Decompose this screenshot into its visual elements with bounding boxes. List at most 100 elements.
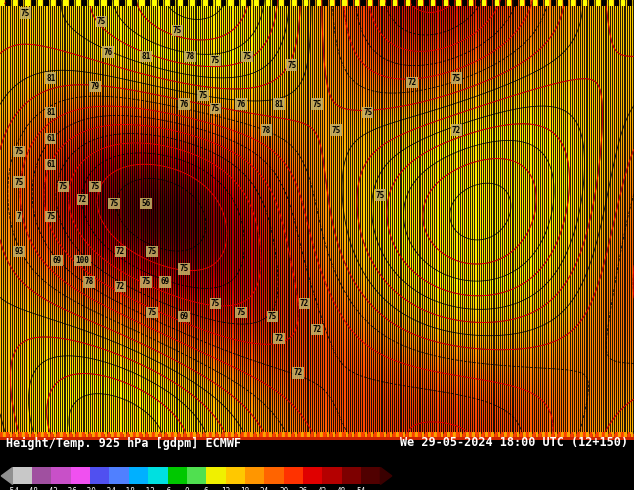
Text: -6: -6 bbox=[163, 487, 172, 490]
Bar bbox=[108, 0, 111, 6]
Bar bbox=[200, 432, 202, 437]
Bar bbox=[361, 0, 365, 6]
Bar bbox=[361, 432, 363, 437]
Bar bbox=[409, 432, 411, 437]
Bar bbox=[456, 0, 460, 6]
Bar bbox=[463, 0, 466, 6]
Bar bbox=[615, 432, 616, 437]
Bar bbox=[101, 432, 103, 437]
Bar bbox=[226, 467, 245, 484]
Bar bbox=[129, 467, 148, 484]
Bar bbox=[0, 434, 634, 441]
Bar bbox=[431, 0, 434, 6]
Text: 75: 75 bbox=[243, 52, 252, 61]
Bar bbox=[133, 0, 136, 6]
Bar bbox=[101, 0, 105, 6]
Bar bbox=[469, 0, 472, 6]
Bar bbox=[609, 432, 610, 437]
Bar bbox=[358, 432, 359, 437]
Bar bbox=[292, 0, 295, 6]
Bar bbox=[143, 432, 145, 437]
Bar bbox=[35, 432, 36, 437]
Bar bbox=[612, 432, 613, 437]
Bar bbox=[108, 432, 109, 437]
Bar bbox=[146, 0, 149, 6]
Bar bbox=[19, 432, 20, 437]
Bar bbox=[444, 432, 445, 437]
Text: 75: 75 bbox=[211, 56, 220, 65]
Bar bbox=[361, 467, 380, 484]
Bar bbox=[155, 432, 157, 437]
Bar bbox=[526, 432, 528, 437]
Bar bbox=[590, 432, 591, 437]
Text: 72: 72 bbox=[275, 334, 283, 343]
Bar bbox=[577, 0, 580, 6]
Bar bbox=[0, 0, 3, 6]
Bar bbox=[339, 432, 341, 437]
Bar bbox=[95, 432, 96, 437]
Bar bbox=[193, 432, 195, 437]
Bar bbox=[368, 432, 369, 437]
Bar bbox=[599, 432, 601, 437]
Bar bbox=[279, 0, 282, 6]
Bar bbox=[285, 0, 288, 6]
Text: 24: 24 bbox=[260, 487, 269, 490]
Bar bbox=[120, 432, 122, 437]
Bar bbox=[139, 432, 141, 437]
Bar bbox=[57, 432, 58, 437]
Bar bbox=[311, 0, 314, 6]
Bar bbox=[222, 432, 224, 437]
Text: 75: 75 bbox=[211, 104, 220, 113]
Text: 75: 75 bbox=[452, 74, 461, 82]
Bar bbox=[73, 432, 74, 437]
Bar bbox=[187, 467, 206, 484]
Bar bbox=[374, 432, 375, 437]
Bar bbox=[212, 432, 214, 437]
Bar bbox=[628, 432, 629, 437]
Bar bbox=[314, 432, 315, 437]
Bar bbox=[466, 432, 467, 437]
Bar bbox=[368, 0, 371, 6]
Bar bbox=[399, 432, 401, 437]
Bar bbox=[561, 432, 563, 437]
Bar bbox=[282, 432, 283, 437]
Bar bbox=[98, 432, 100, 437]
Bar bbox=[54, 432, 56, 437]
Bar bbox=[456, 432, 458, 437]
Bar bbox=[44, 432, 46, 437]
Text: 61: 61 bbox=[46, 160, 55, 169]
Bar bbox=[352, 432, 354, 437]
Bar bbox=[225, 432, 227, 437]
Bar bbox=[564, 0, 567, 6]
Bar bbox=[444, 0, 447, 6]
FancyArrow shape bbox=[380, 467, 392, 484]
Bar bbox=[32, 0, 35, 6]
Text: 75: 75 bbox=[236, 308, 245, 317]
Bar bbox=[529, 432, 531, 437]
Bar bbox=[260, 0, 263, 6]
Bar bbox=[16, 432, 17, 437]
Bar bbox=[184, 432, 185, 437]
Bar bbox=[63, 432, 65, 437]
Bar bbox=[114, 432, 115, 437]
Bar bbox=[67, 432, 68, 437]
Bar bbox=[406, 0, 409, 6]
Bar bbox=[127, 0, 130, 6]
Text: 78: 78 bbox=[84, 277, 93, 286]
Bar bbox=[393, 0, 396, 6]
Bar bbox=[463, 432, 464, 437]
Bar bbox=[89, 432, 90, 437]
Bar bbox=[197, 0, 200, 6]
Bar bbox=[311, 432, 312, 437]
Bar bbox=[158, 432, 160, 437]
Text: 78: 78 bbox=[186, 52, 195, 61]
Bar bbox=[460, 432, 461, 437]
Bar bbox=[571, 432, 573, 437]
Text: 54: 54 bbox=[356, 487, 366, 490]
Bar bbox=[254, 432, 255, 437]
Bar bbox=[418, 0, 422, 6]
Bar bbox=[596, 432, 598, 437]
Bar bbox=[539, 432, 540, 437]
Text: 75: 75 bbox=[15, 147, 23, 156]
Bar bbox=[247, 432, 249, 437]
